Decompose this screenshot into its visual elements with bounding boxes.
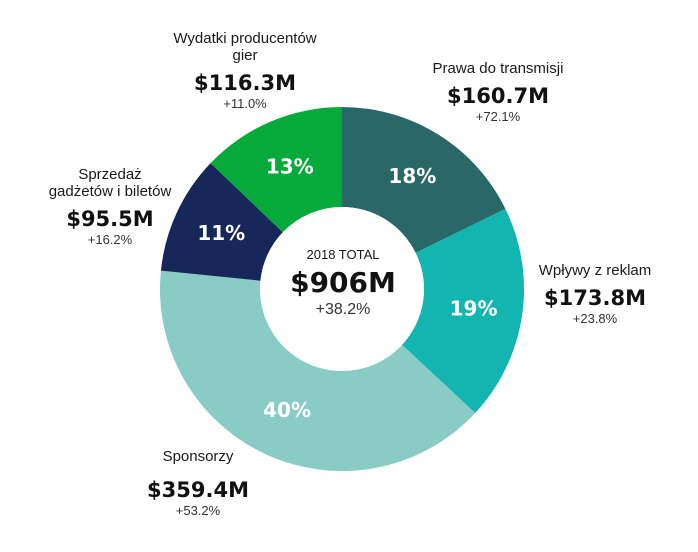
- legend-label-wydatki-producentow-gier: Wydatki producentów gier $116.3M +11.0%: [160, 30, 330, 112]
- slice-change: +53.2%: [175, 503, 221, 518]
- percent-label-4: 13%: [266, 155, 314, 179]
- donut-slice-4: [210, 107, 342, 233]
- donut-slice-1: [402, 208, 524, 414]
- legend-label-sprzedaz-gadzetow-i-biletow: Sprzedaż gadżetów i biletów $95.5M +16.2…: [30, 166, 190, 248]
- percent-label-0: 18%: [388, 164, 436, 188]
- slice-name: Sprzedaż gadżetów i biletów: [48, 166, 172, 200]
- slice-name: Prawa do transmisji: [432, 60, 564, 77]
- percent-label-3: 11%: [197, 221, 245, 245]
- slice-value: $173.8M: [544, 286, 646, 310]
- slice-name: Wydatki producentów gier: [173, 30, 317, 64]
- slice-name: Sponsorzy: [162, 448, 234, 465]
- slice-change: +72.1%: [475, 109, 521, 124]
- legend-label-prawa-do-transmisji: Prawa do transmisji $160.7M +72.1%: [408, 60, 588, 125]
- donut-slice-3: [160, 163, 283, 281]
- center-total-value: $906M: [290, 266, 396, 299]
- slice-change: +16.2%: [87, 232, 133, 247]
- slice-value: $116.3M: [194, 71, 296, 95]
- slice-value: $160.7M: [447, 84, 549, 108]
- percent-labels-group: 18% 19% 40% 11% 13%: [197, 155, 497, 422]
- percent-label-1: 19%: [450, 296, 498, 320]
- center-total-change: +38.2%: [316, 301, 371, 318]
- donut-slice-0: [342, 107, 506, 253]
- donut-center-hole: [260, 207, 424, 371]
- center-total-label: 2018 TOTAL: [307, 247, 380, 262]
- slice-value: $359.4M: [147, 478, 249, 502]
- slice-name: Wpływy z reklam: [538, 262, 652, 279]
- donut-slice-2: [159, 270, 476, 472]
- slice-change: +23.8%: [572, 311, 618, 326]
- legend-label-sponsorzy: Sponsorzy $359.4M +53.2%: [118, 448, 278, 519]
- percent-label-2: 40%: [263, 398, 311, 422]
- slice-change: +11.0%: [223, 96, 267, 111]
- slices-group: [159, 107, 524, 472]
- legend-label-wplywy-z-reklam: Wpływy z reklam $173.8M +23.8%: [510, 262, 680, 327]
- slice-value: $95.5M: [66, 207, 154, 231]
